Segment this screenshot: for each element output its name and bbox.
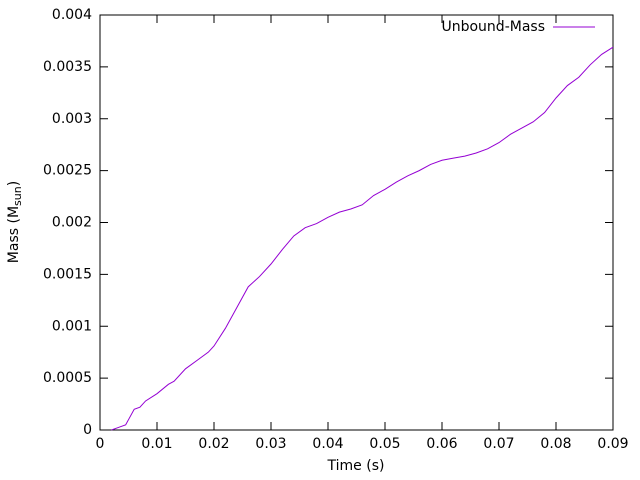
y-tick-label: 0.002	[52, 215, 92, 231]
x-tick-label: 0.09	[597, 436, 628, 452]
x-tick-label: 0.05	[369, 436, 400, 452]
legend-label: Unbound-Mass	[441, 19, 545, 35]
data-line	[111, 46, 614, 431]
y-tick-label: 0.001	[52, 318, 92, 334]
y-tick-label: 0.004	[52, 7, 92, 23]
x-tick-label: 0.02	[198, 436, 229, 452]
x-tick-label: 0	[96, 436, 105, 452]
y-tick-label: 0.0005	[43, 370, 92, 386]
x-tick-label: 0.06	[426, 436, 457, 452]
y-tick-label: 0.0025	[43, 163, 92, 179]
y-label-end: )	[6, 181, 22, 186]
y-label-main: Mass (M	[6, 206, 22, 263]
plot-border	[99, 14, 614, 431]
x-tick-label: 0.08	[540, 436, 571, 452]
x-tick-label: 0.04	[312, 436, 343, 452]
y-tick-label: 0	[83, 422, 92, 438]
x-tick-label: 0.01	[141, 436, 172, 452]
x-axis-label: Time (s)	[327, 458, 385, 474]
x-tick-label: 0.03	[255, 436, 286, 452]
y-tick-label: 0.0015	[43, 266, 92, 282]
y-tick-label: 0.003	[52, 111, 92, 127]
y-label-sub: sun	[11, 186, 24, 206]
y-axis-label: Mass (Msun)	[6, 181, 24, 263]
x-tick-label: 0.07	[483, 436, 514, 452]
y-tick-label: 0.0035	[43, 59, 92, 75]
